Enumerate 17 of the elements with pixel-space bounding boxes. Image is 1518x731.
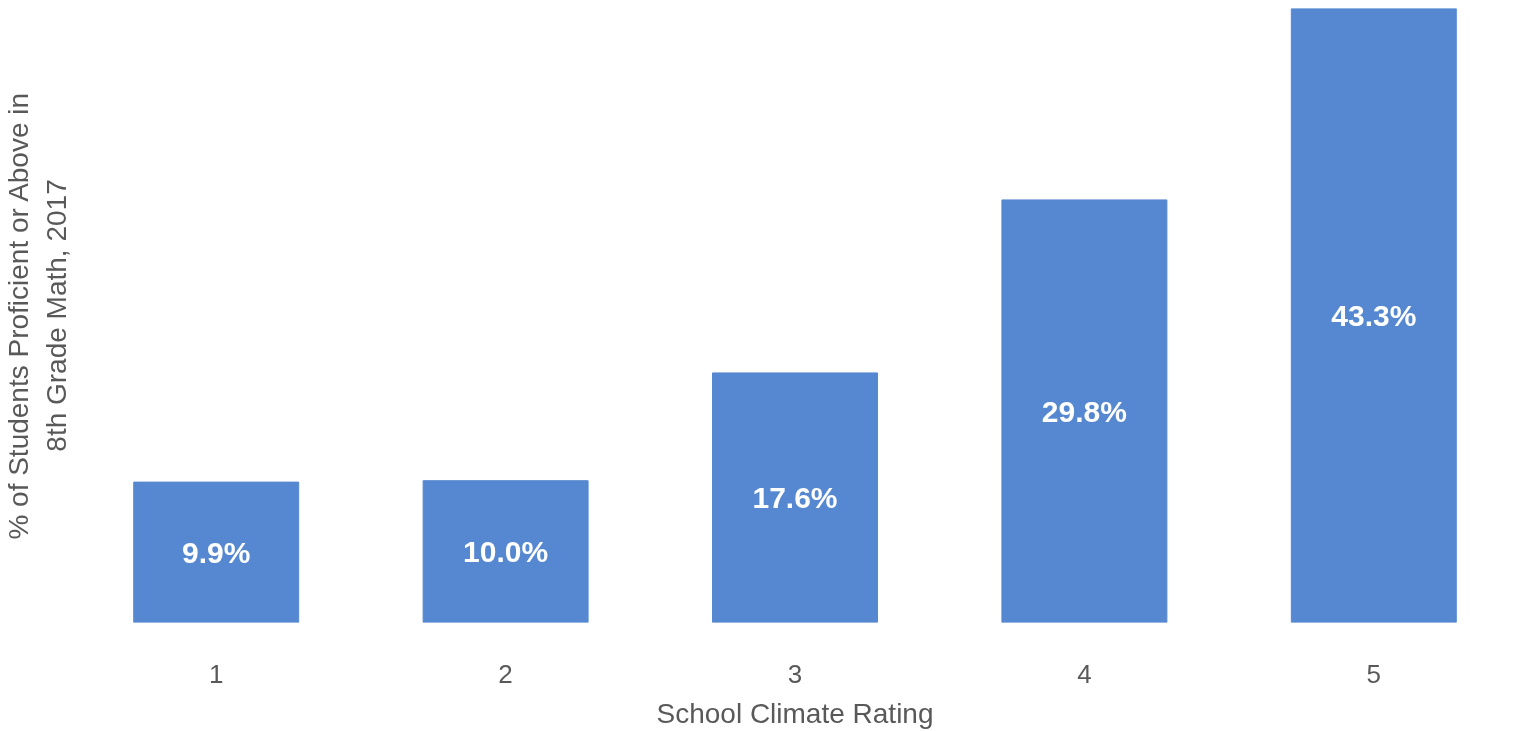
x-tick-label: 1 xyxy=(208,658,224,689)
data-label: 17.6% xyxy=(752,481,838,515)
data-label: 10.0% xyxy=(463,535,549,569)
x-tick-label: 3 xyxy=(787,658,803,689)
bar xyxy=(1290,8,1457,623)
data-label: 9.9% xyxy=(182,535,251,569)
bar xyxy=(133,481,300,623)
bar xyxy=(712,372,878,623)
bar xyxy=(1001,199,1168,623)
data-label: 29.8% xyxy=(1041,394,1127,428)
bar xyxy=(422,480,589,623)
x-tick-label: 4 xyxy=(1077,658,1092,689)
x-tick-label: 5 xyxy=(1366,658,1382,689)
data-label: 43.3% xyxy=(1331,299,1417,332)
x-tick-label: 2 xyxy=(498,658,513,689)
x-axis-title: School Climate Rating xyxy=(656,697,934,729)
y-axis-title: % of Students Proficient or Above in 8th Grade Math, 2017 xyxy=(3,92,72,540)
